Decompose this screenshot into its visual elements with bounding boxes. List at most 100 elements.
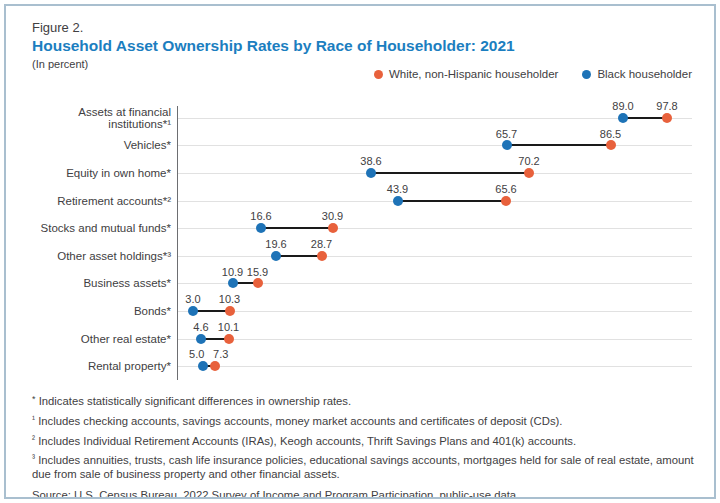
footnote-text: Includes Individual Retirement Accounts … bbox=[38, 435, 576, 447]
value-label-black: 89.0 bbox=[612, 100, 633, 112]
legend-dot-black-icon bbox=[582, 70, 591, 79]
footnotes: * Indicates statistically significant di… bbox=[32, 394, 694, 499]
dot-white-householder bbox=[225, 306, 235, 316]
chart-row: Business assets*10.915.9 bbox=[32, 270, 700, 298]
dot-white-householder bbox=[501, 196, 511, 206]
footnote-marker: ² bbox=[32, 434, 35, 444]
value-label-white: 86.5 bbox=[600, 128, 621, 140]
value-label-white: 15.9 bbox=[247, 266, 268, 278]
figure-header: Figure 2. Household Asset Ownership Rate… bbox=[6, 6, 714, 70]
dumbbell-connector bbox=[276, 255, 322, 257]
chart-row: Equity in own home*38.670.2 bbox=[32, 159, 700, 187]
row-gridline bbox=[178, 366, 692, 367]
chart-row: Other real estate*4.610.1 bbox=[32, 325, 700, 353]
chart-legend: White, non-Hispanic householder Black ho… bbox=[374, 68, 692, 80]
chart-row: Stocks and mutual funds*16.630.9 bbox=[32, 214, 700, 242]
dot-white-householder bbox=[317, 251, 327, 261]
category-label: Other real estate* bbox=[32, 325, 171, 353]
value-label-black: 3.0 bbox=[185, 293, 200, 305]
figure-title: Household Asset Ownership Rates by Race … bbox=[32, 37, 714, 55]
category-label: Assets at financial institutions*¹ bbox=[32, 104, 171, 132]
dot-white-householder bbox=[253, 278, 263, 288]
value-label-white: 65.6 bbox=[495, 183, 516, 195]
dot-white-householder bbox=[606, 140, 616, 150]
category-label: Vehicles* bbox=[32, 132, 171, 160]
dot-white-householder bbox=[524, 168, 534, 178]
value-label-white: 30.9 bbox=[322, 210, 343, 222]
legend-label-black: Black householder bbox=[597, 68, 692, 80]
footnote-line: ² Includes Individual Retirement Account… bbox=[32, 434, 694, 449]
value-label-black: 4.6 bbox=[193, 321, 208, 333]
row-gridline bbox=[178, 118, 692, 119]
dot-white-householder bbox=[662, 113, 672, 123]
dot-black-householder bbox=[366, 168, 376, 178]
dumbbell-connector bbox=[371, 172, 529, 174]
category-label: Stocks and mutual funds* bbox=[32, 214, 171, 242]
legend-label-white: White, non-Hispanic householder bbox=[389, 68, 558, 80]
value-label-black: 10.9 bbox=[222, 266, 243, 278]
chart-row: Retirement accounts*²43.965.6 bbox=[32, 187, 700, 215]
value-label-black: 19.6 bbox=[265, 238, 286, 250]
row-gridline bbox=[178, 339, 692, 340]
row-gridline bbox=[178, 256, 692, 257]
row-gridline bbox=[178, 311, 692, 312]
plot-cell: 4.610.1 bbox=[178, 325, 700, 353]
plot-cell: 3.010.3 bbox=[178, 297, 700, 325]
dot-black-householder bbox=[271, 251, 281, 261]
figure-frame: Figure 2. Household Asset Ownership Rate… bbox=[4, 4, 716, 499]
dumbbell-connector bbox=[261, 227, 333, 229]
plot-cell: 16.630.9 bbox=[178, 214, 700, 242]
chart-row: Other asset holdings*³19.628.7 bbox=[32, 242, 700, 270]
footnote-marker: ¹ bbox=[32, 414, 35, 424]
value-label-white: 97.8 bbox=[656, 100, 677, 112]
plot-cell: 38.670.2 bbox=[178, 159, 700, 187]
value-label-black: 43.9 bbox=[387, 183, 408, 195]
source-line: Source: U.S. Census Bureau, 2022 Survey … bbox=[32, 489, 694, 499]
value-label-white: 70.2 bbox=[518, 155, 539, 167]
dot-black-householder bbox=[618, 113, 628, 123]
category-label: Equity in own home* bbox=[32, 159, 171, 187]
dot-white-householder bbox=[210, 361, 220, 371]
dot-white-householder bbox=[224, 334, 234, 344]
footnote-text: Indicates statistically significant diff… bbox=[39, 395, 352, 407]
value-label-white: 28.7 bbox=[311, 238, 332, 250]
dot-black-householder bbox=[393, 196, 403, 206]
plot-cell: 65.786.5 bbox=[178, 132, 700, 160]
category-label: Bonds* bbox=[32, 297, 171, 325]
dumbbell-connector bbox=[623, 117, 667, 119]
value-label-black: 38.6 bbox=[360, 155, 381, 167]
dot-plot-chart: Assets at financial institutions*¹89.097… bbox=[32, 104, 700, 382]
figure-number: Figure 2. bbox=[32, 20, 714, 35]
plot-cell: 5.07.3 bbox=[178, 352, 700, 380]
dot-black-householder bbox=[196, 334, 206, 344]
footnote-marker: * bbox=[32, 394, 36, 404]
dumbbell-connector bbox=[507, 144, 611, 146]
category-label: Retirement accounts*² bbox=[32, 187, 171, 215]
dot-black-householder bbox=[228, 278, 238, 288]
legend-item-white: White, non-Hispanic householder bbox=[374, 68, 558, 80]
dumbbell-connector bbox=[398, 200, 507, 202]
category-label: Rental property* bbox=[32, 352, 171, 380]
dot-black-householder bbox=[198, 361, 208, 371]
plot-cell: 10.915.9 bbox=[178, 270, 700, 298]
chart-row: Rental property*5.07.3 bbox=[32, 352, 700, 380]
dot-black-householder bbox=[256, 223, 266, 233]
legend-dot-white-icon bbox=[374, 70, 383, 79]
chart-rows: Assets at financial institutions*¹89.097… bbox=[32, 104, 700, 380]
category-label: Other asset holdings*³ bbox=[32, 242, 171, 270]
footnote-line: * Indicates statistically significant di… bbox=[32, 394, 694, 409]
footnote-text: Includes annuities, trusts, cash life in… bbox=[32, 454, 694, 480]
footnote-marker: ³ bbox=[32, 453, 35, 463]
legend-item-black: Black householder bbox=[582, 68, 692, 80]
value-label-black: 65.7 bbox=[496, 128, 517, 140]
value-label-white: 10.1 bbox=[218, 321, 239, 333]
value-label-white: 7.3 bbox=[213, 348, 228, 360]
footnote-line: ³ Includes annuities, trusts, cash life … bbox=[32, 453, 694, 482]
chart-row: Bonds*3.010.3 bbox=[32, 297, 700, 325]
category-label: Business assets* bbox=[32, 270, 171, 298]
dot-white-householder bbox=[328, 223, 338, 233]
value-label-white: 10.3 bbox=[219, 293, 240, 305]
footnote-text: Includes checking accounts, savings acco… bbox=[38, 415, 562, 427]
footnote-line: ¹ Includes checking accounts, savings ac… bbox=[32, 414, 694, 429]
value-label-black: 5.0 bbox=[189, 348, 204, 360]
